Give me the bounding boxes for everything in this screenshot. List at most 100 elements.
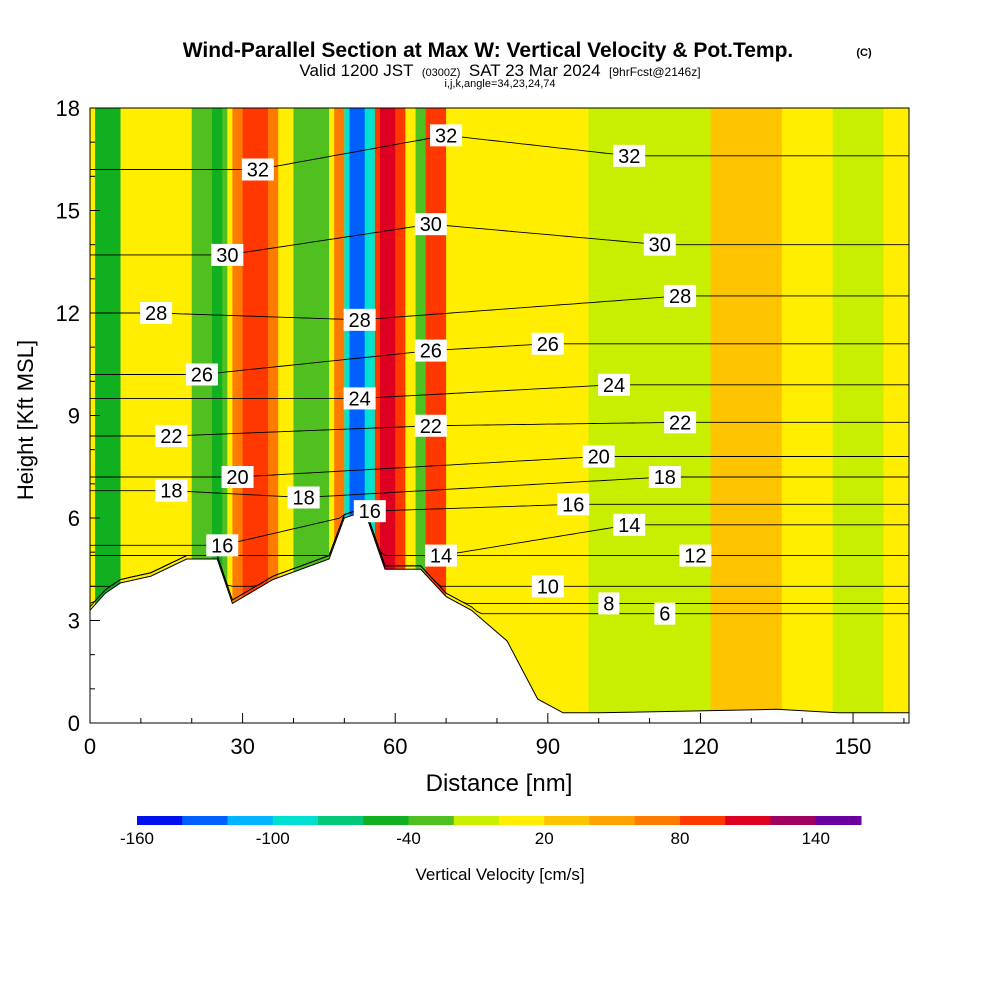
colorbar-swatch xyxy=(680,816,726,825)
velocity-band-15 xyxy=(832,108,884,723)
contour-label: 14 xyxy=(613,513,646,537)
contour-label: 14 xyxy=(425,544,457,568)
svg-text:22: 22 xyxy=(669,412,691,434)
svg-text:24: 24 xyxy=(348,388,370,410)
svg-text:22: 22 xyxy=(160,426,182,448)
theta-contour-18 xyxy=(90,476,909,498)
svg-text:30: 30 xyxy=(420,214,442,236)
contour-label: 22 xyxy=(414,414,447,438)
y-tick-label: 9 xyxy=(68,404,80,429)
grid-indices: i,j,k,angle=34,23,24,74 xyxy=(444,78,555,90)
svg-text:26: 26 xyxy=(420,341,442,363)
velocity-band-2 xyxy=(212,108,223,723)
contour-label: 18 xyxy=(648,466,681,489)
contour-label: 30 xyxy=(211,243,244,267)
svg-text:32: 32 xyxy=(618,146,640,168)
colorbar-tick-label: -160 xyxy=(120,829,154,848)
colorbar-label: Vertical Velocity [cm/s] xyxy=(415,865,584,884)
contour-label: 28 xyxy=(343,308,376,332)
svg-text:26: 26 xyxy=(537,334,559,356)
contour-label: 28 xyxy=(664,284,697,308)
colorbar-swatch xyxy=(770,816,817,825)
contour-label: 12 xyxy=(679,544,712,568)
svg-text:14: 14 xyxy=(430,546,452,568)
svg-text:18: 18 xyxy=(160,481,182,503)
svg-text:20: 20 xyxy=(588,447,610,469)
y-axis: 0 3 6 9 12 15 18 xyxy=(56,96,100,736)
colorbar-tick-label: 80 xyxy=(671,829,690,848)
x-tick-label: 0 xyxy=(84,734,96,759)
contour-label: 24 xyxy=(343,387,376,410)
colorbar-swatch xyxy=(272,816,319,825)
contour-label: 20 xyxy=(221,466,254,489)
colorbar-swatch xyxy=(363,816,409,825)
x-tick-label: 30 xyxy=(230,734,254,759)
x-tick-label: 120 xyxy=(682,734,719,759)
contour-label: 22 xyxy=(155,425,188,448)
svg-text:14: 14 xyxy=(618,515,640,537)
svg-text:18: 18 xyxy=(293,488,315,510)
svg-text:18: 18 xyxy=(654,467,676,489)
x-tick-label: 150 xyxy=(835,734,872,759)
contour-label: 30 xyxy=(414,213,447,236)
terrain-mask xyxy=(89,510,910,724)
colorbar-tick-label: -100 xyxy=(256,829,290,848)
y-tick-label: 18 xyxy=(56,96,80,121)
velocity-band-14 xyxy=(710,108,782,723)
theta-contour-22 xyxy=(90,421,909,437)
contour-label: 20 xyxy=(582,445,615,469)
svg-text:8: 8 xyxy=(603,593,614,615)
contour-label: 8 xyxy=(598,592,620,615)
theta-contour-10 xyxy=(90,507,909,587)
y-tick-label: 3 xyxy=(68,609,80,634)
colorbar-swatch xyxy=(182,816,228,825)
svg-text:16: 16 xyxy=(359,501,381,523)
x-tick-label: 60 xyxy=(383,734,407,759)
contour-label: 32 xyxy=(613,144,646,168)
valid-forecast: [9hrFcst@2146z] xyxy=(609,65,701,79)
contour-label: 26 xyxy=(185,363,218,387)
contour-label: 32 xyxy=(241,158,274,182)
colorbar-tick-label: 20 xyxy=(535,829,554,848)
svg-text:30: 30 xyxy=(649,235,671,257)
theta-contour-28 xyxy=(90,295,909,321)
valid-zulu: (0300Z) xyxy=(422,67,461,79)
svg-text:28: 28 xyxy=(145,303,167,325)
colorbar-swatch xyxy=(544,816,590,825)
colorbar-swatch xyxy=(815,816,862,825)
svg-text:10: 10 xyxy=(537,576,559,598)
svg-text:16: 16 xyxy=(562,494,584,516)
contour-label: 18 xyxy=(155,479,188,503)
x-axis-label: Distance [nm] xyxy=(426,770,573,797)
svg-text:24: 24 xyxy=(603,375,625,397)
colorbar-swatch xyxy=(634,816,681,825)
svg-text:32: 32 xyxy=(435,125,457,147)
contour-label: 18 xyxy=(287,486,320,510)
contour-label: 16 xyxy=(353,500,386,523)
title-copyright-mark: (C) xyxy=(856,47,872,59)
svg-text:32: 32 xyxy=(247,160,269,182)
svg-text:30: 30 xyxy=(216,245,238,267)
contour-label: 26 xyxy=(414,339,447,363)
colorbar-swatch xyxy=(589,816,636,825)
colorbar-tick-label: -40 xyxy=(396,829,421,848)
contour-label: 16 xyxy=(206,534,239,557)
y-tick-label: 12 xyxy=(56,301,80,326)
colorbar-swatch xyxy=(499,816,545,825)
theta-contour-24 xyxy=(90,384,909,399)
contour-label: 32 xyxy=(430,124,463,147)
y-tick-label: 6 xyxy=(68,506,80,531)
svg-text:26: 26 xyxy=(191,365,213,387)
svg-text:28: 28 xyxy=(669,286,691,308)
colorbar-tick-labels: -160 -100 -40 20 80 140 xyxy=(120,829,830,848)
x-tick-label: 90 xyxy=(536,734,560,759)
contour-label: 22 xyxy=(664,411,697,434)
contour-label: 30 xyxy=(643,233,676,257)
velocity-band-13 xyxy=(588,108,731,723)
svg-text:22: 22 xyxy=(420,416,442,438)
valid-prefix: Valid 1200 JST xyxy=(299,61,413,80)
contour-label: 10 xyxy=(531,575,564,598)
colorbar-tick-label: 140 xyxy=(802,829,830,848)
theta-contour-labels: 32 32 32 30 30 30 28 28 28 26 26 26 24 24 22 22 22 20 20 18… xyxy=(140,124,712,626)
svg-text:6: 6 xyxy=(659,604,670,626)
